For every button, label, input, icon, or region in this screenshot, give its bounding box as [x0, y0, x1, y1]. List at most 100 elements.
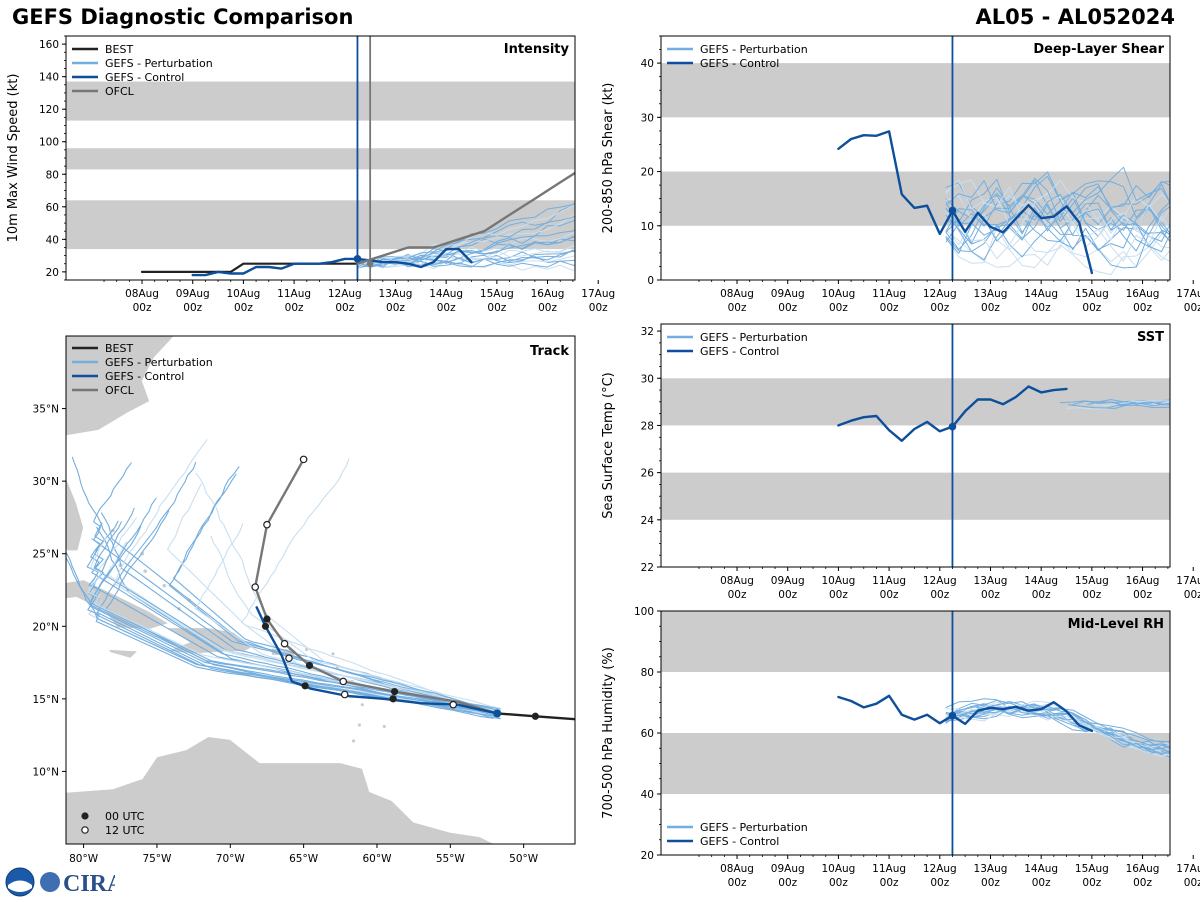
track-12utc-marker: [281, 641, 287, 647]
intensity-xtick-date: 08Aug: [125, 288, 159, 300]
intensity-xtick-date: 15Aug: [480, 288, 514, 300]
sst-ytick-label: 22: [641, 562, 654, 574]
intensity-legend-label: GEFS - Perturbation: [105, 57, 213, 70]
sst-ytick-label: 28: [641, 420, 654, 432]
rh-xtick-date: 14Aug: [1024, 863, 1058, 875]
shear-xtick-date: 13Aug: [974, 288, 1008, 300]
intensity-xtick-hour: 00z: [487, 302, 506, 314]
shear-ylabel: 200-850 hPa Shear (kt): [601, 83, 616, 234]
rh-xtick-hour: 00z: [728, 877, 747, 889]
shear-xtick-date: 10Aug: [821, 288, 855, 300]
rh-xtick-date: 13Aug: [974, 863, 1008, 875]
sst-legend-label: GEFS - Perturbation: [700, 331, 808, 344]
sst-panel-title: SST: [1137, 330, 1164, 345]
intensity-init-marker: [354, 255, 362, 263]
intensity-ofcl-init-marker: [367, 261, 373, 267]
rh-xtick-date: 10Aug: [821, 863, 855, 875]
track-12utc-marker: [450, 701, 456, 707]
shear-xtick-date: 15Aug: [1075, 288, 1109, 300]
intensity-xtick-hour: 00z: [538, 302, 557, 314]
sst-ytick-label: 30: [641, 373, 654, 385]
intensity-xtick-hour: 00z: [335, 302, 354, 314]
intensity-ytick-label: 40: [46, 234, 59, 246]
sst-xtick-hour: 00z: [880, 589, 899, 601]
sst-panel: 22242628303208Aug00z09Aug00z10Aug00z11Au…: [601, 324, 1200, 601]
track-lat-label: 30°N: [33, 476, 59, 488]
intensity-ylabel: 10m Max Wind Speed (kt): [6, 74, 21, 243]
intensity-xtick-date: 17Aug: [581, 288, 615, 300]
rh-ytick-label: 80: [641, 667, 654, 679]
track-plot-area: [12, 329, 656, 844]
track-00utc-marker: [301, 682, 308, 689]
intensity-gefs-control-line: [193, 249, 472, 275]
shear-xtick-hour: 00z: [829, 302, 848, 314]
rh-panel: 2040608010008Aug00z09Aug00z10Aug00z11Aug…: [601, 606, 1200, 889]
rh-legend-label: GEFS - Control: [700, 835, 779, 848]
track-00utc-marker: [390, 695, 397, 702]
intensity-band: [66, 200, 575, 249]
track-12utc-marker: [340, 678, 346, 684]
rh-xtick-date: 15Aug: [1075, 863, 1109, 875]
intensity-xtick-hour: 00z: [589, 302, 608, 314]
sst-xtick-hour: 00z: [930, 589, 949, 601]
track-00utc-marker: [532, 713, 539, 720]
track-legend-00utc-label: 00 UTC: [105, 810, 145, 823]
intensity-ytick-label: 100: [39, 137, 59, 149]
shear-xtick-hour: 00z: [1133, 302, 1152, 314]
track-lon-label: 60°W: [362, 853, 392, 865]
sst-ytick-label: 26: [641, 468, 655, 480]
track-12utc-marker: [264, 521, 270, 527]
sst-xtick-date: 14Aug: [1024, 575, 1058, 587]
antilles-island: [358, 723, 361, 726]
intensity-xtick-date: 11Aug: [277, 288, 311, 300]
shear-legend-label: GEFS - Perturbation: [700, 43, 808, 56]
shear-xtick-hour: 00z: [1184, 302, 1200, 314]
sst-legend-label: GEFS - Control: [700, 345, 779, 358]
shear-xtick-date: 16Aug: [1126, 288, 1160, 300]
sst-band: [661, 473, 1170, 520]
intensity-ytick-label: 80: [46, 169, 59, 181]
shear-xtick-date: 11Aug: [872, 288, 906, 300]
intensity-ytick-label: 160: [39, 39, 59, 51]
intensity-xtick-date: 09Aug: [176, 288, 210, 300]
sst-xtick-hour: 00z: [1184, 589, 1200, 601]
rh-xtick-hour: 00z: [1082, 877, 1101, 889]
track-lon-label: 55°W: [436, 853, 466, 865]
track-legend-label: GEFS - Control: [105, 370, 184, 383]
rh-xtick-hour: 00z: [1133, 877, 1152, 889]
intensity-xtick-hour: 00z: [234, 302, 253, 314]
track-lon-label: 80°W: [69, 853, 99, 865]
rh-xtick-hour: 00z: [880, 877, 899, 889]
sst-xtick-hour: 00z: [778, 589, 797, 601]
shear-panel: 01020304008Aug00z09Aug00z10Aug00z11Aug00…: [601, 36, 1200, 314]
intensity-ytick-label: 20: [46, 267, 59, 279]
shear-band: [661, 172, 1170, 226]
shear-ytick-label: 30: [641, 112, 654, 124]
sst-xtick-date: 11Aug: [872, 575, 906, 587]
intensity-xtick-hour: 00z: [133, 302, 152, 314]
noaa-cira-logo: CIRA: [5, 866, 115, 898]
shear-xtick-date: 17Aug: [1176, 288, 1200, 300]
track-legend-00utc-marker: [81, 812, 88, 819]
track-lat-label: 15°N: [33, 694, 59, 706]
sst-init-marker: [949, 423, 957, 431]
intensity-xtick-date: 13Aug: [379, 288, 413, 300]
track-00utc-marker: [262, 623, 269, 630]
track-12utc-marker: [286, 655, 292, 661]
intensity-xtick-date: 12Aug: [328, 288, 362, 300]
track-lon-label: 70°W: [216, 853, 246, 865]
intensity-xtick-hour: 00z: [183, 302, 202, 314]
sst-xtick-hour: 00z: [829, 589, 848, 601]
rh-legend-label: GEFS - Perturbation: [700, 821, 808, 834]
sst-xtick-date: 16Aug: [1126, 575, 1160, 587]
rh-xtick-date: 16Aug: [1126, 863, 1160, 875]
track-legend-label: BEST: [105, 342, 133, 355]
rh-panel-title: Mid-Level RH: [1068, 617, 1164, 632]
sst-xtick-date: 09Aug: [771, 575, 805, 587]
intensity-legend-label: BEST: [105, 43, 133, 56]
track-12utc-marker: [300, 456, 306, 462]
bahamas-island: [162, 584, 166, 588]
shear-xtick-hour: 00z: [1032, 302, 1051, 314]
rh-xtick-date: 11Aug: [872, 863, 906, 875]
sst-ytick-label: 24: [641, 515, 655, 527]
